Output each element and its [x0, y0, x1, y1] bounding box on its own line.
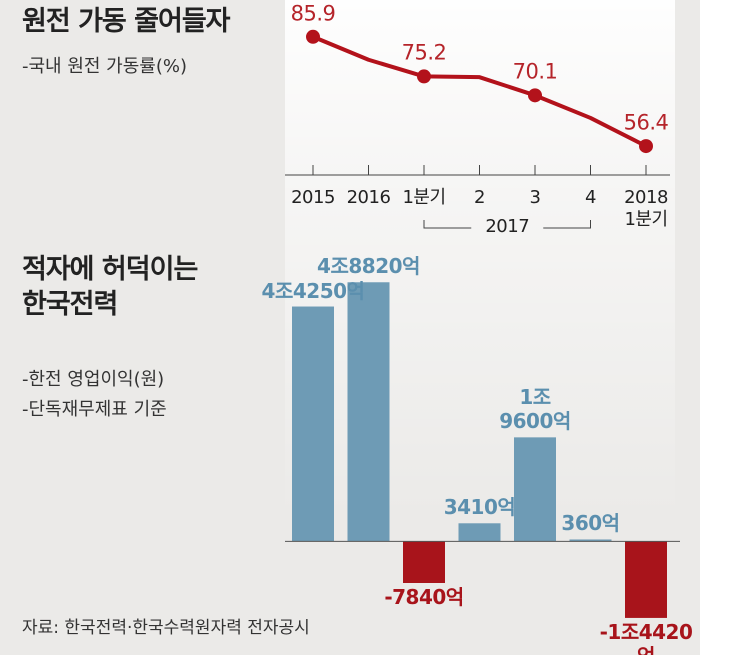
chart-subtitle: -단독재무제표 기준 [22, 399, 167, 420]
value-label: 4조8820억 [317, 254, 420, 279]
bar [403, 541, 445, 583]
value-label: 75.2 [401, 40, 447, 65]
value-label: 4조4250억 [261, 278, 365, 303]
point [528, 88, 542, 103]
bar [347, 282, 390, 542]
value-label: 1조 9600억 [499, 385, 571, 434]
source: 자료: 한국전력·한국수력원자력 전자공시 [22, 618, 310, 638]
x-tick-label: 1분기 [402, 187, 446, 208]
x-tick-label: 3 [529, 187, 541, 208]
value-label: 70.1 [512, 59, 558, 84]
value-label: 360억 [561, 511, 620, 536]
bar [458, 523, 501, 542]
chart-subtitle: -국내 원전 가동률(%) [22, 56, 188, 77]
point [639, 139, 653, 154]
group-label: 2017 [485, 216, 530, 237]
value-label: -7840억 [384, 584, 464, 609]
group-bracket [423, 220, 591, 229]
point [417, 69, 431, 84]
value-label: 3410억 [443, 495, 516, 520]
line [312, 34, 647, 148]
value-label: -1조4420억 [599, 619, 693, 655]
x-tick-label: 2016 [346, 187, 391, 208]
value-label: 56.4 [623, 110, 669, 135]
chart-title: 원전 가동 줄어들자 [22, 6, 231, 37]
x-tick-label: 2015 [291, 187, 335, 208]
value-label: 85.9 [290, 1, 336, 26]
bar [625, 541, 667, 618]
x-tick-label: 2018 1분기 [624, 187, 668, 230]
x-tick-label: 4 [585, 187, 596, 208]
x-tick-label: 2 [474, 187, 485, 208]
point [306, 29, 320, 44]
chart-subtitle: -한전 영업이익(원) [22, 369, 165, 390]
chart-title: 적자에 허덕이는 한국전력 [22, 254, 198, 321]
bar [514, 437, 556, 542]
bar [292, 306, 334, 542]
bar [569, 539, 612, 542]
